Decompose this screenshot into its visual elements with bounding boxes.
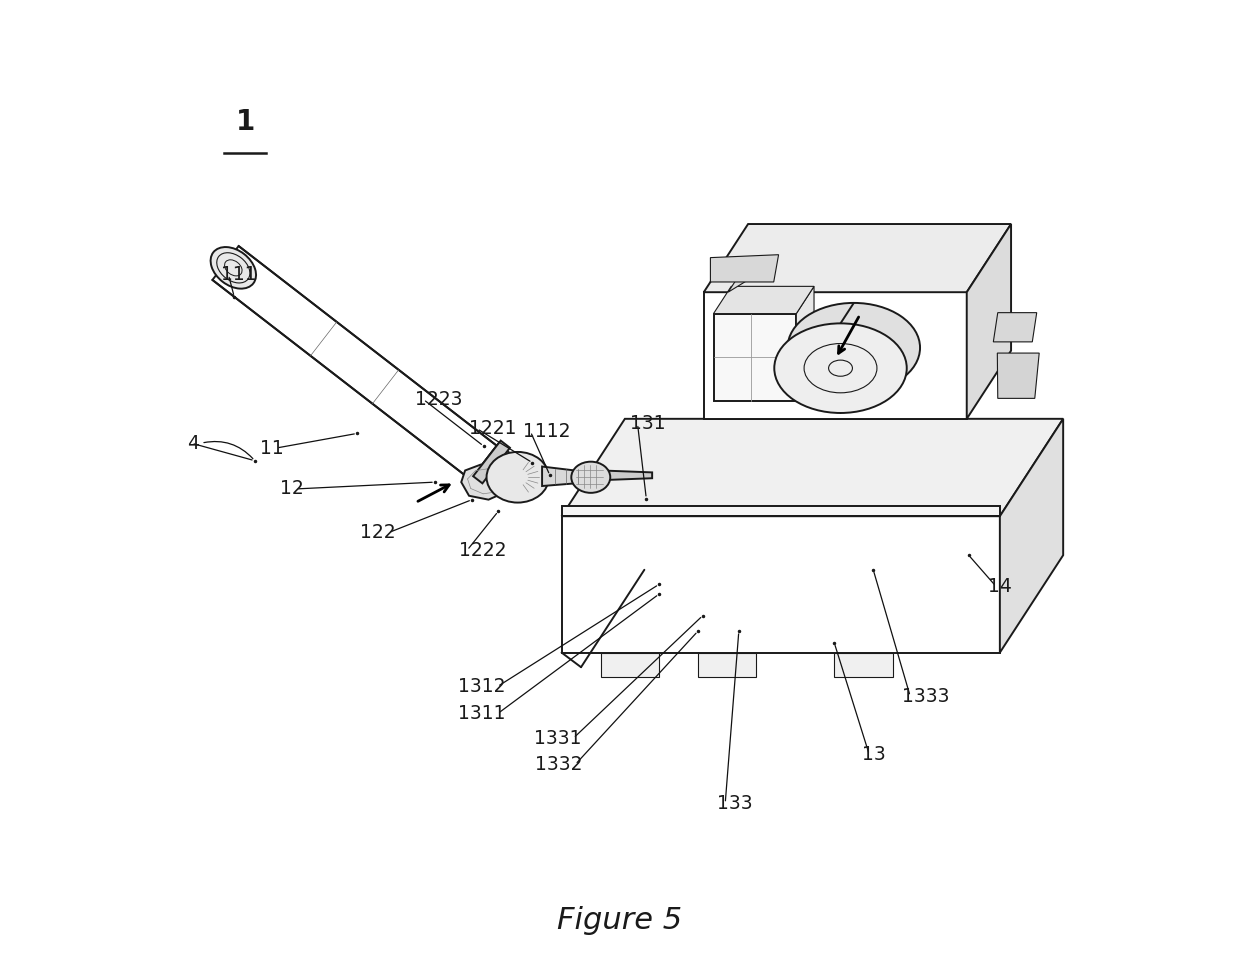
Polygon shape [562,419,1063,516]
Polygon shape [713,286,813,314]
Polygon shape [474,440,510,483]
Text: 12: 12 [280,479,304,499]
Ellipse shape [486,452,549,503]
Text: 133: 133 [718,794,753,813]
Polygon shape [542,467,590,486]
Text: Figure 5: Figure 5 [558,906,682,935]
Polygon shape [704,224,1011,292]
Text: 14: 14 [988,577,1012,596]
Text: 1331: 1331 [533,729,582,748]
Polygon shape [835,653,893,677]
Text: 111: 111 [221,265,257,284]
Polygon shape [728,260,760,292]
Text: 1223: 1223 [415,390,463,409]
Ellipse shape [211,247,255,288]
Text: 1112: 1112 [522,422,570,441]
Text: 1221: 1221 [469,419,517,438]
Text: 1333: 1333 [903,687,950,706]
Polygon shape [562,516,999,653]
Text: 1332: 1332 [536,755,583,774]
Polygon shape [967,224,1011,419]
Text: 1311: 1311 [458,704,505,724]
Text: 1222: 1222 [459,541,507,560]
Text: 13: 13 [862,745,885,765]
Ellipse shape [572,462,610,493]
Text: 4: 4 [187,433,200,453]
Polygon shape [562,506,999,516]
Ellipse shape [787,303,920,393]
Polygon shape [999,419,1063,653]
Polygon shape [704,292,967,419]
Polygon shape [461,465,508,500]
Polygon shape [711,254,779,282]
Ellipse shape [774,323,906,413]
Polygon shape [600,470,652,480]
Text: 131: 131 [630,414,666,433]
Polygon shape [469,444,517,496]
Polygon shape [713,314,796,401]
Polygon shape [796,286,813,401]
Text: 122: 122 [361,523,396,543]
Text: 1312: 1312 [458,677,505,696]
Polygon shape [600,653,658,677]
Polygon shape [997,353,1039,398]
Polygon shape [993,313,1037,342]
Polygon shape [212,246,497,479]
Text: 1: 1 [236,108,254,135]
Polygon shape [698,653,756,677]
Text: 11: 11 [260,438,284,458]
